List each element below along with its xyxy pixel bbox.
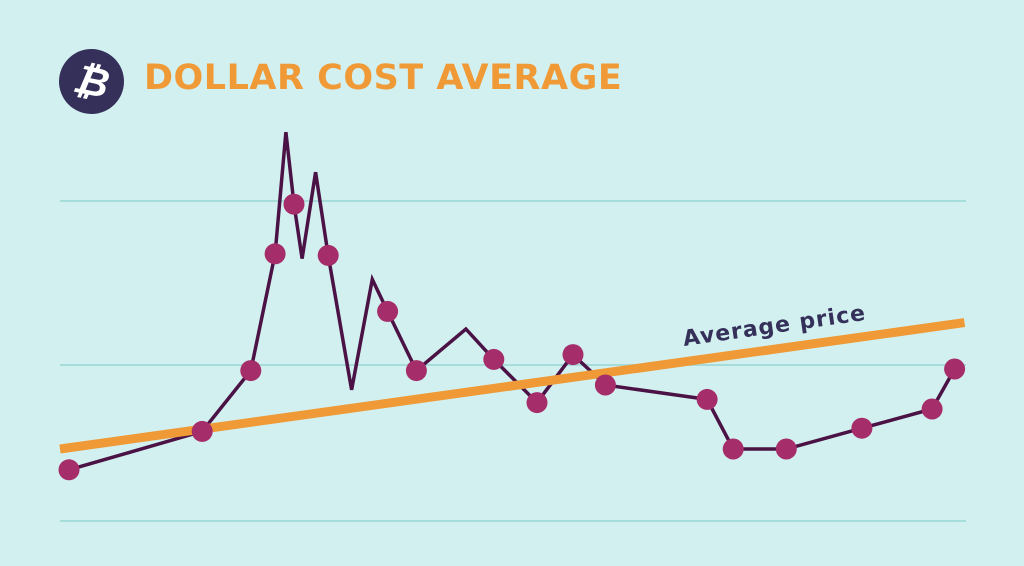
purchase-point-22 (851, 417, 873, 439)
purchase-point-0 (58, 459, 80, 481)
purchase-point-3 (240, 360, 262, 382)
purchase-point-13 (405, 360, 427, 382)
purchase-point-2 (191, 420, 213, 442)
price-line (68, 132, 957, 472)
purchase-point-20 (722, 438, 744, 460)
purchase-point-23 (921, 398, 943, 420)
purchase-point-17 (562, 344, 584, 366)
purchase-point-9 (317, 244, 339, 266)
purchase-point-24 (944, 358, 966, 380)
purchase-point-4 (264, 243, 286, 265)
purchase-point-21 (775, 438, 797, 460)
purchase-point-16 (526, 392, 548, 414)
purchase-point-18 (594, 374, 616, 396)
page-title: DOLLAR COST AVERAGE (144, 58, 623, 98)
purchase-point-6 (283, 193, 305, 215)
purchase-point-15 (483, 348, 505, 370)
purchase-point-12 (377, 300, 399, 322)
purchase-point-19 (696, 388, 718, 410)
